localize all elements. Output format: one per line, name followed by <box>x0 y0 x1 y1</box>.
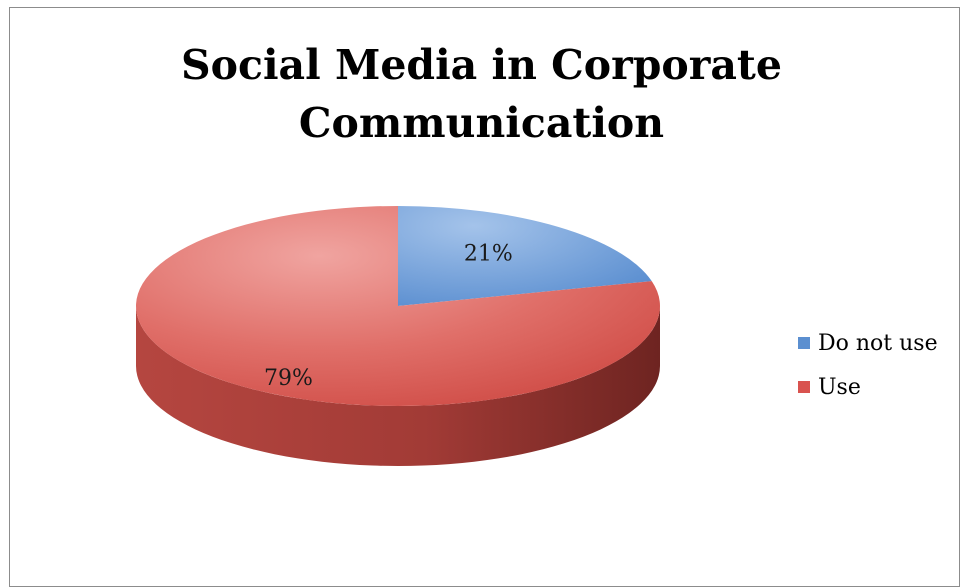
data-label-use: 79% <box>264 366 313 391</box>
pie-slice-use <box>135 206 661 406</box>
data-label-do-not-use: 21% <box>464 242 513 267</box>
chart-title: Social Media in Corporate Communication <box>0 36 963 152</box>
legend-swatch-use <box>798 381 810 393</box>
pie-group: 21% 79% <box>135 206 661 466</box>
legend-swatch-do-not-use <box>798 337 810 349</box>
legend-item-do-not-use: Do not use <box>798 330 938 356</box>
chart-legend: Do not use Use <box>798 330 938 418</box>
chart-title-line-1: Social Media in Corporate <box>181 41 782 89</box>
legend-label-do-not-use: Do not use <box>818 330 938 356</box>
legend-label-use: Use <box>818 374 861 400</box>
pie-side-wall <box>136 306 660 466</box>
chart-title-line-2: Communication <box>298 99 665 147</box>
legend-item-use: Use <box>798 374 938 400</box>
pie-slice-do-not-use <box>398 206 652 306</box>
